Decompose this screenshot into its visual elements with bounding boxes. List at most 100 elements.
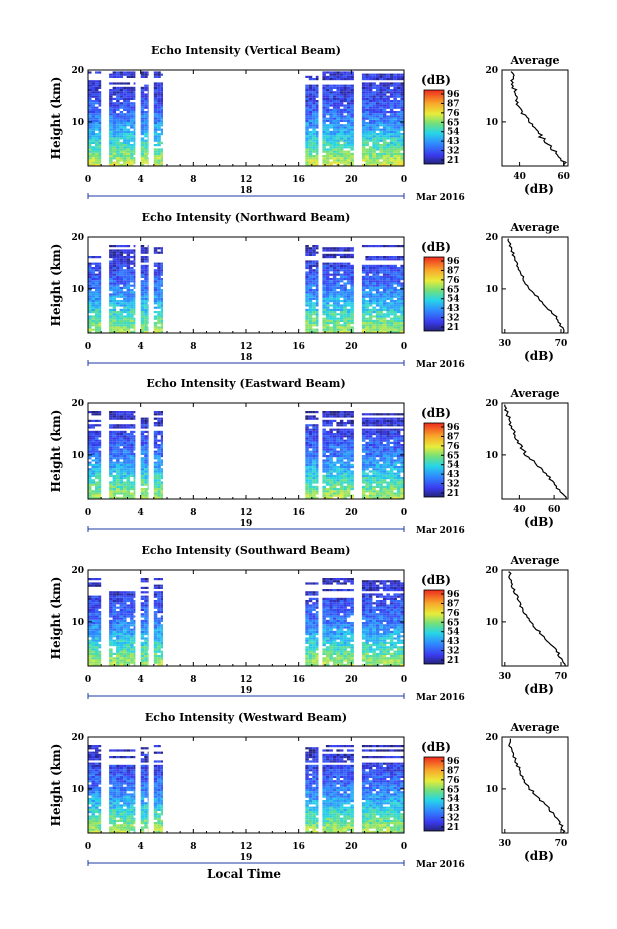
heatmap-cell (116, 104, 120, 107)
heatmap-cell (305, 488, 309, 491)
heatmap-cell (365, 271, 369, 274)
heatmap-cell (112, 256, 117, 259)
heatmap-cell (123, 457, 127, 460)
heatmap-cell (379, 267, 383, 270)
heatmap-cell (98, 494, 102, 497)
heatmap-cell (116, 472, 120, 475)
heatmap-cell (361, 97, 366, 100)
heatmap-cell (343, 492, 347, 495)
heatmap-cell (109, 144, 113, 147)
heatmap-cell (329, 490, 333, 493)
heatmap-cell (329, 300, 333, 303)
heatmap-cell (393, 455, 397, 458)
heatmap-cell (361, 474, 366, 477)
heatmap-cell (308, 262, 313, 265)
heatmap-cell (95, 93, 99, 96)
heatmap-cell (95, 437, 99, 440)
heatmap-cell (361, 130, 366, 133)
heatmap-cell (88, 661, 92, 664)
heatmap-cell (140, 89, 145, 92)
heatmap-cell (336, 155, 340, 158)
heatmap-cell (350, 144, 354, 147)
heatmap-cell (147, 286, 149, 289)
heatmap-cell (396, 483, 401, 486)
heatmap-cell (329, 468, 333, 471)
heatmap-cell (308, 95, 313, 98)
heatmap-cell (343, 95, 347, 98)
heatmap-cell (329, 89, 333, 92)
heatmap-cell (147, 308, 149, 311)
heatmap-cell (109, 457, 113, 460)
heatmap-cell (119, 130, 124, 133)
heatmap-cell (361, 463, 366, 466)
heatmap-cell (144, 97, 148, 100)
heatmap-cell (365, 474, 369, 477)
heatmap-cell (336, 113, 340, 116)
heatmap-cell (350, 300, 354, 303)
heatmap-cell (365, 319, 369, 322)
heatmap-cell (133, 152, 136, 155)
heatmap-cell (336, 466, 340, 469)
heatmap-cell (400, 286, 404, 289)
heatmap-cell (305, 84, 309, 87)
heatmap-cell (126, 426, 131, 429)
heatmap-cell (140, 146, 145, 149)
heatmap-cell (157, 468, 161, 471)
heatmap-cell (322, 477, 326, 480)
heatmap-cell (126, 291, 131, 294)
heatmap-cell (365, 86, 369, 89)
heatmap-cell (396, 104, 401, 107)
heatmap-cell (109, 452, 113, 455)
heatmap-cell (350, 93, 354, 96)
heatmap-cell (312, 119, 316, 122)
heatmap-cell (98, 271, 102, 274)
heatmap-cell (116, 415, 120, 418)
heatmap-cell (393, 73, 397, 76)
heatmap-cell (91, 89, 95, 92)
heatmap-cell (389, 256, 394, 259)
heatmap-cell (332, 308, 337, 311)
heatmap-cell (133, 102, 136, 105)
heatmap-cell (308, 267, 313, 270)
heatmap-cell (386, 433, 390, 436)
heatmap-cell (389, 258, 394, 261)
heatmap-cell (144, 113, 148, 116)
heatmap-cell (329, 135, 333, 138)
heatmap-cell (339, 328, 344, 331)
heatmap-cell (400, 93, 404, 96)
heatmap-cell (386, 483, 390, 486)
heatmap-cell (368, 278, 373, 281)
heatmap-cell (346, 137, 351, 140)
heatmap-cell (332, 483, 337, 486)
heatmap-cell (119, 286, 124, 289)
heatmap-cell (393, 139, 397, 142)
heatmap-cell (329, 488, 333, 491)
heatmap-cell (112, 448, 117, 451)
heatmap-cell (116, 468, 120, 471)
heatmap-cell (144, 419, 148, 422)
heatmap-cell (140, 122, 145, 125)
heatmap-cell (322, 282, 326, 285)
heatmap-cell (112, 251, 117, 254)
heatmap-cell (396, 424, 401, 427)
heatmap-cell (361, 73, 366, 76)
heatmap-cell (339, 452, 344, 455)
heatmap-cell (346, 492, 351, 495)
heatmap-cell (116, 273, 120, 276)
heatmap-cell (382, 113, 387, 116)
heatmap-cell (336, 148, 340, 151)
heatmap-cell (372, 124, 376, 127)
heatmap-cell (116, 124, 120, 127)
heatmap-cell (112, 657, 117, 660)
heatmap-cell (119, 437, 124, 440)
heatmap-cell (346, 91, 351, 94)
heatmap-cell (361, 317, 366, 320)
heatmap-cell (157, 150, 161, 153)
heatmap-cell (379, 130, 383, 133)
heatmap-cell (368, 135, 373, 138)
heatmap-cell (393, 466, 397, 469)
heatmap-cell (305, 126, 309, 129)
heatmap-cell (88, 435, 92, 438)
heatmap-cell (130, 466, 134, 469)
heatmap-cell (382, 258, 387, 261)
